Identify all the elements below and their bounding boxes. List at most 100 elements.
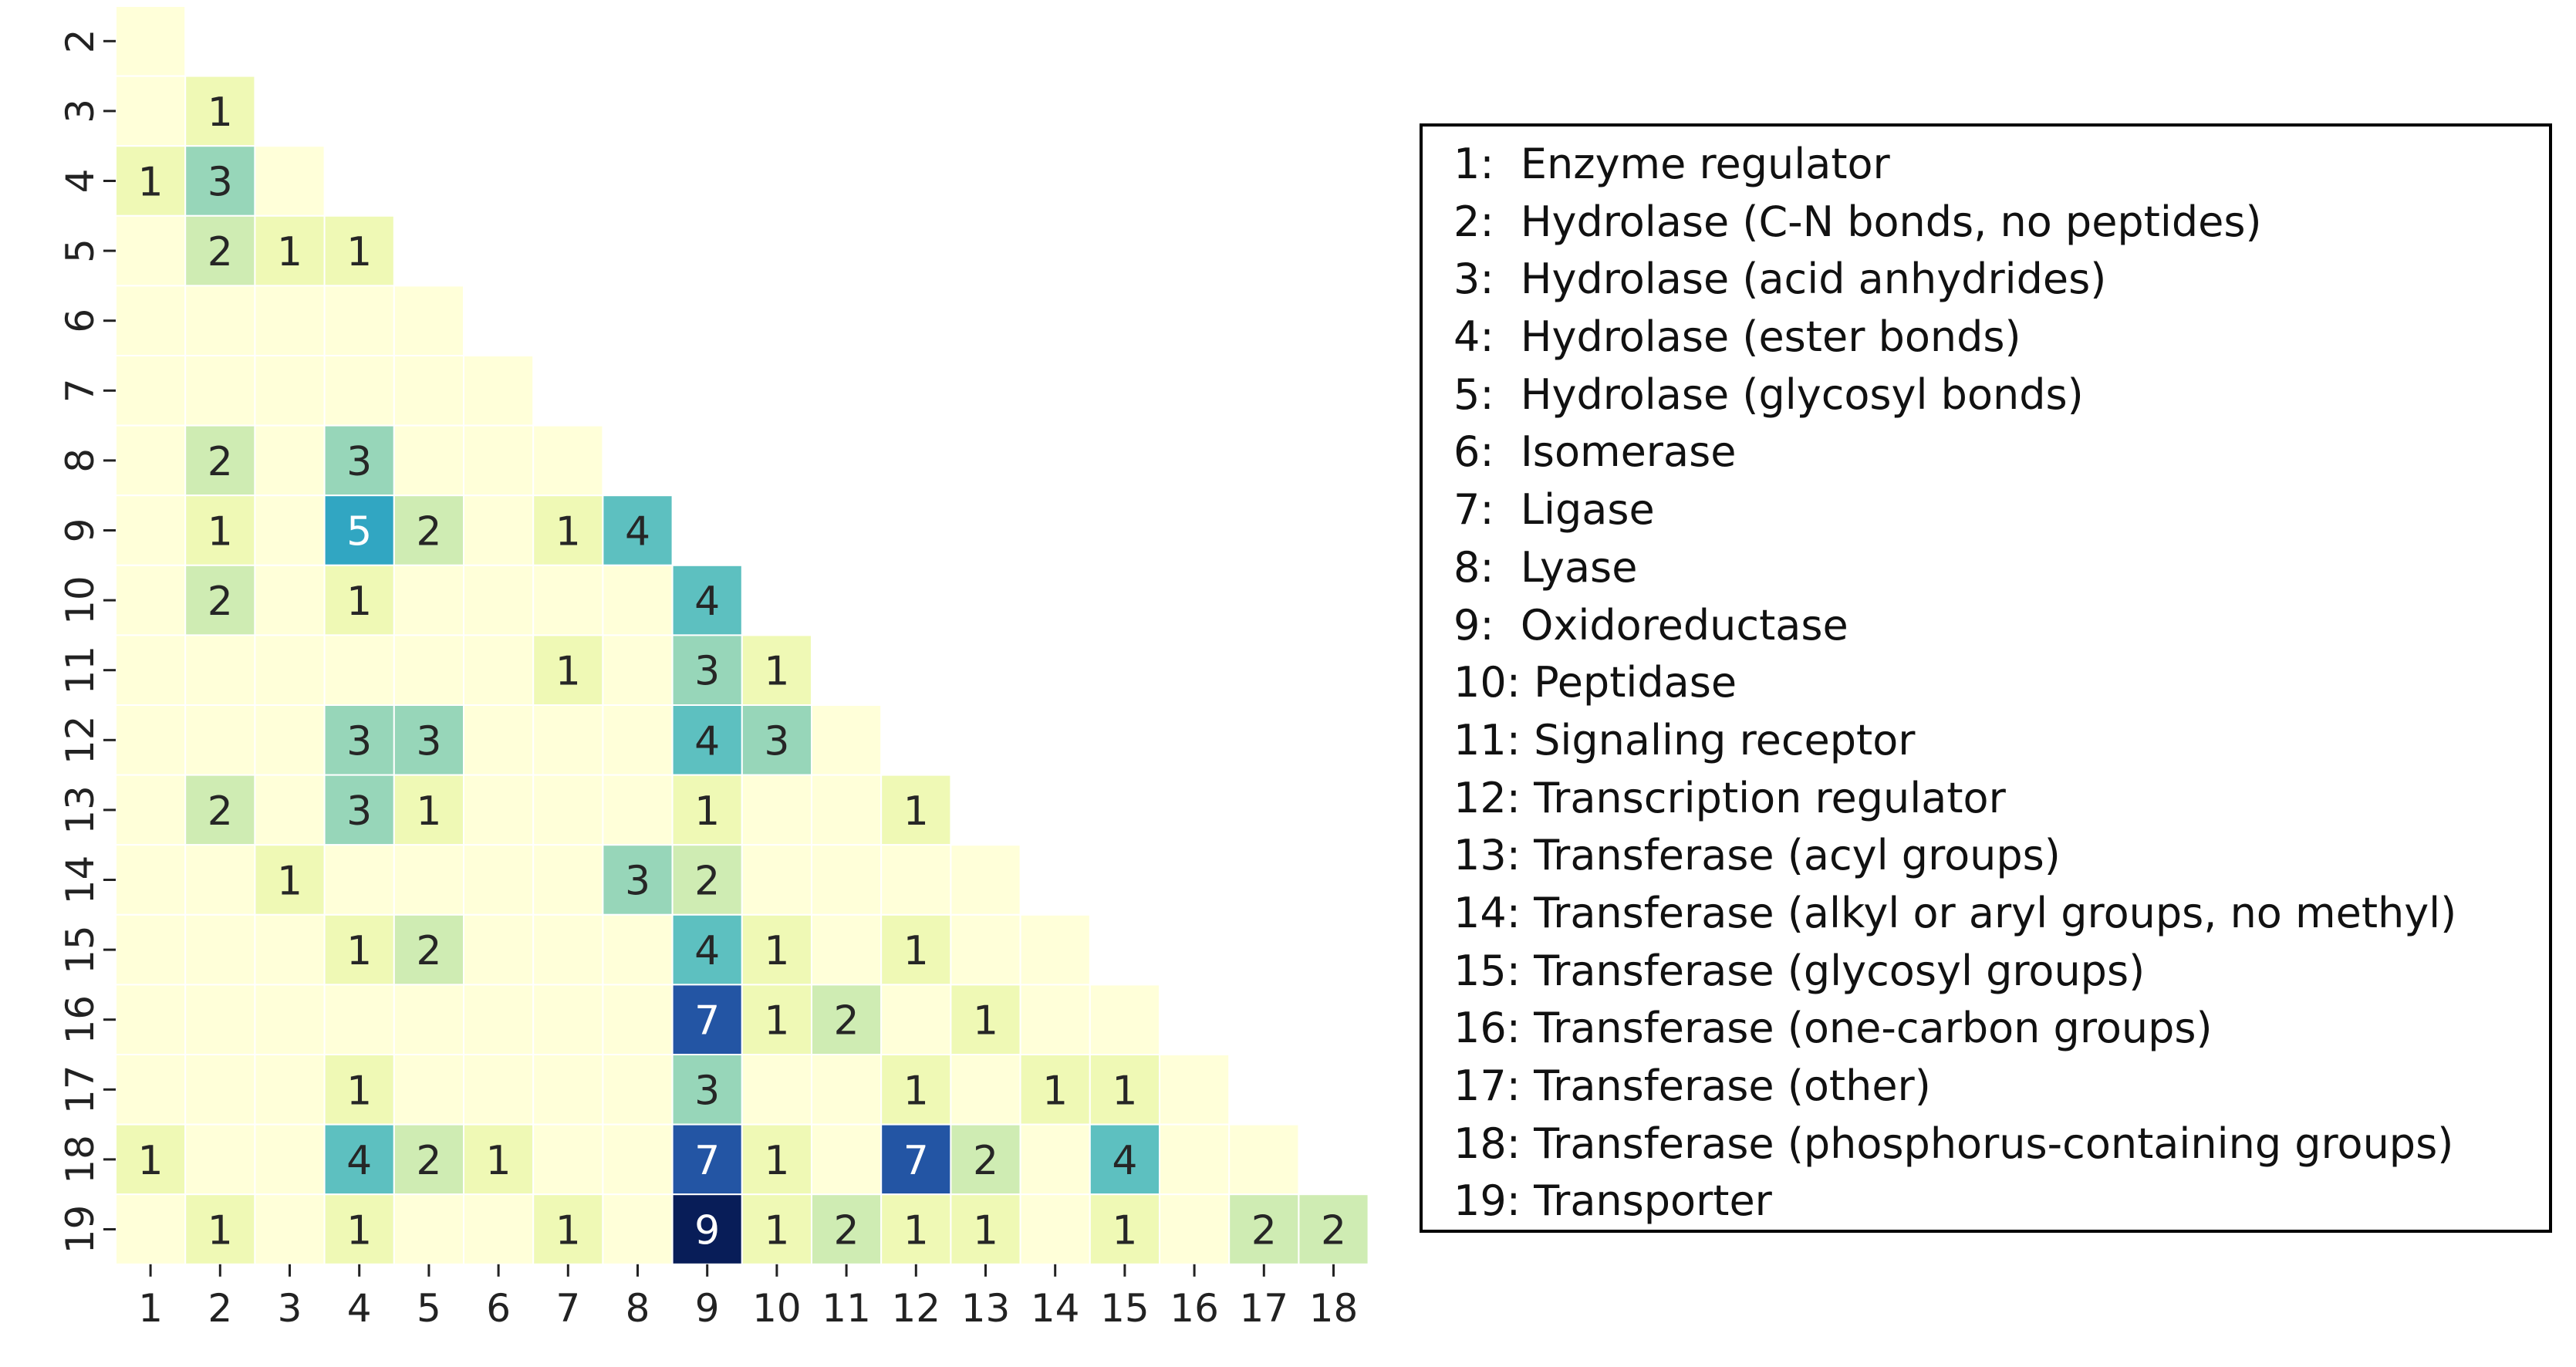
- cell-value-label: 2: [834, 1208, 859, 1254]
- cell-value-label: 2: [834, 998, 859, 1045]
- heatmap-cell: [323, 984, 395, 1056]
- legend-item: 10: Peptidase: [1453, 658, 1737, 707]
- heatmap-cell: [671, 984, 743, 1056]
- heatmap-cell: [393, 564, 464, 636]
- heatmap-cell: [115, 214, 187, 287]
- heatmap-cell: [184, 1193, 256, 1265]
- legend-item: 8: Lyase: [1453, 542, 1638, 592]
- x-tick-label: 17: [1239, 1286, 1288, 1331]
- heatmap-cell: [184, 984, 256, 1056]
- heatmap-cell: [1159, 1123, 1231, 1196]
- heatmap-cell: [184, 704, 256, 776]
- cell-value-label: 7: [694, 1138, 720, 1184]
- heatmap-cell: [393, 704, 464, 776]
- cell-value-label: 1: [208, 1208, 233, 1254]
- cell-value-label: 1: [346, 579, 372, 625]
- heatmap-cell: [602, 844, 674, 916]
- legend-item: 18: Transferase (phosphorus-containing g…: [1453, 1119, 2454, 1168]
- heatmap-cells: 11 32 1 12 31 5 2 1 42 1 41 3 13 3 4 32 3 1 1 11 3 21 2 4 1 17 1 2 1…: [115, 5, 1369, 1265]
- cell-value-label: 1: [416, 788, 441, 835]
- cell-value-label: 4: [625, 509, 650, 555]
- x-tick-label: 7: [555, 1286, 580, 1331]
- heatmap-cell: [811, 1054, 883, 1126]
- x-tick-label: 15: [1100, 1286, 1150, 1331]
- cell-value-label: 1: [764, 998, 789, 1045]
- heatmap-cell: [463, 424, 535, 497]
- cell-value-label: 2: [208, 439, 233, 485]
- heatmap-cell: [184, 634, 256, 707]
- x-tick-label: 13: [961, 1286, 1011, 1331]
- heatmap-cell: [532, 1123, 604, 1196]
- heatmap-cell: [184, 844, 256, 916]
- heatmap-cell: [115, 564, 187, 636]
- cell-value-label: 1: [694, 788, 720, 835]
- x-tick-label: 11: [822, 1286, 871, 1331]
- cell-value-label: 1: [555, 649, 581, 695]
- x-axis: 1 2 3 4 5 6 7 8 9 10 11 12 13 14 15 16 17 18: [138, 1264, 1358, 1331]
- heatmap-cell: [115, 913, 187, 986]
- heatmap-cell: [532, 844, 604, 916]
- x-tick-label: 9: [695, 1286, 720, 1331]
- y-tick-label: 16: [58, 995, 103, 1045]
- heatmap-cell: [1019, 913, 1091, 986]
- cell-value-label: 2: [208, 579, 233, 625]
- heatmap-cell: [602, 564, 674, 636]
- heatmap-cell: [254, 913, 326, 986]
- heatmap-cell: [115, 285, 187, 356]
- y-tick-label: 6: [58, 309, 103, 333]
- heatmap-cell: [671, 564, 743, 636]
- heatmap-cell: [463, 913, 535, 986]
- heatmap-cell: [950, 1193, 1021, 1265]
- heatmap-cell: [115, 984, 187, 1056]
- heatmap-cell: [532, 913, 604, 986]
- cell-value-label: 9: [694, 1208, 720, 1254]
- legend-item: 4: Hydrolase (ester bonds): [1453, 312, 2021, 362]
- legend-item: 15: Transferase (glycosyl groups): [1453, 946, 2146, 995]
- y-tick-label: 9: [58, 518, 103, 543]
- cell-value-label: 2: [973, 1138, 998, 1184]
- cell-value-label: 1: [1112, 1208, 1137, 1254]
- heatmap-cell: [1159, 1193, 1231, 1265]
- heatmap-cell: [950, 844, 1021, 916]
- heatmap-cell: [323, 913, 395, 986]
- heatmap-cell: [602, 1054, 674, 1126]
- cell-value-label: 5: [346, 509, 372, 555]
- y-tick-label: 5: [58, 238, 103, 263]
- heatmap-cell: [811, 1123, 883, 1196]
- heatmap-cell: [532, 494, 604, 566]
- heatmap-cell: [184, 145, 256, 217]
- legend-item: 1: Enzyme regulator: [1453, 140, 1890, 188]
- x-tick-label: 14: [1031, 1286, 1080, 1331]
- heatmap-cell: [602, 984, 674, 1056]
- heatmap-cell: [254, 355, 326, 427]
- heatmap-cell: [115, 774, 187, 846]
- cell-value-label: 4: [694, 928, 720, 974]
- heatmap-cell: [532, 774, 604, 846]
- legend-list: 1: Enzyme regulator 2: Hydrolase (C-N bon…: [1453, 136, 2549, 1230]
- x-tick-label: 3: [278, 1286, 302, 1331]
- heatmap-cell: [393, 1123, 464, 1196]
- heatmap-cell: [1159, 1054, 1231, 1126]
- cell-value-label: 2: [694, 859, 720, 905]
- heatmap-cell: [1298, 1193, 1369, 1265]
- heatmap-cell: [741, 984, 812, 1056]
- heatmap-cell: [532, 634, 604, 707]
- cell-value-label: 1: [903, 1068, 929, 1114]
- heatmap-cell: [463, 844, 535, 916]
- heatmap-cell: [602, 704, 674, 776]
- heatmap-cell: [671, 844, 743, 916]
- heatmap-cell: [1019, 1193, 1091, 1265]
- y-tick-label: 14: [58, 856, 103, 905]
- heatmap-cell: [741, 774, 812, 846]
- y-tick-label: 7: [58, 378, 103, 403]
- heatmap-cell: [115, 355, 187, 427]
- cell-value-label: 3: [764, 718, 789, 765]
- legend-item: 2: Hydrolase (C-N bonds, no peptides): [1453, 197, 2262, 246]
- cell-value-label: 3: [416, 718, 441, 765]
- heatmap-cell: [323, 1193, 395, 1265]
- heatmap-cell: [323, 774, 395, 846]
- heatmap-cell: [184, 564, 256, 636]
- cell-value-label: 1: [903, 788, 929, 835]
- heatmap-cell: [254, 774, 326, 846]
- heatmap-cell: [254, 1193, 326, 1265]
